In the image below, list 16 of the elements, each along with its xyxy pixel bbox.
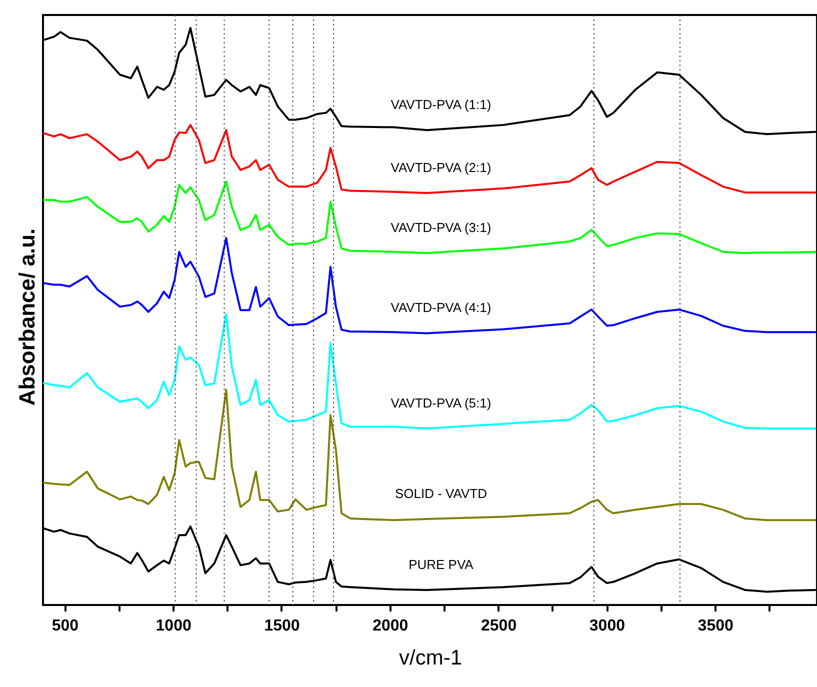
y-axis-title: Absorbance/ a.u.	[14, 228, 40, 406]
x-tick-label: 3500	[698, 618, 734, 634]
x-tick-label: 500	[52, 618, 79, 634]
series-label: VAVTD-PVA (2:1)	[390, 160, 492, 176]
series-label: PURE PVA	[408, 557, 474, 572]
series-label: SOLID - VAVTD	[394, 486, 487, 502]
series-label: VAVTD-PVA (4:1)	[390, 300, 492, 316]
x-tick-label: 1000	[156, 618, 192, 634]
x-tick-label: 1500	[264, 618, 300, 634]
series-label: VAVTD-PVA (1:1)	[390, 97, 492, 112]
x-tick-label: 2000	[372, 618, 408, 634]
series-label: VAVTD-PVA (3:1)	[390, 220, 492, 236]
x-axis-title: v/cm-1	[399, 646, 462, 670]
x-tick-label: 3000	[589, 618, 626, 634]
x-tick-label: 2500	[480, 618, 517, 634]
series-label: VAVTD-PVA (5:1)	[390, 395, 492, 410]
